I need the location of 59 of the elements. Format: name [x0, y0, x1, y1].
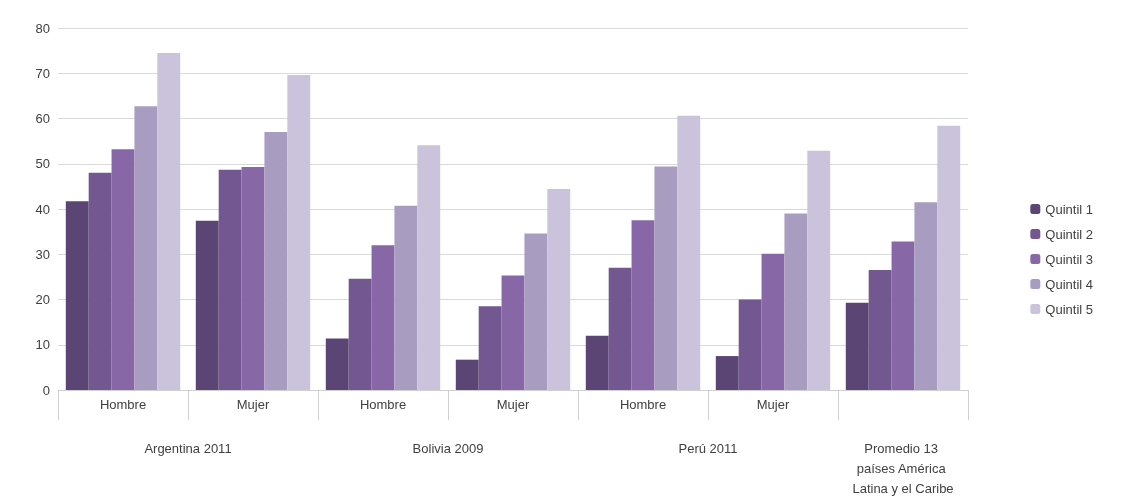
x-tick-label: Mujer	[236, 397, 270, 412]
legend-label: Quintil 2	[1045, 226, 1094, 242]
x-tick-label: Hombre	[359, 397, 407, 412]
y-tick-label: 50	[35, 156, 50, 172]
y-tick-label: 80	[35, 20, 50, 36]
y-tick-label: 70	[35, 65, 50, 81]
bar	[157, 52, 181, 390]
bar	[784, 213, 808, 390]
bar	[608, 267, 632, 390]
y-tick-label: 20	[35, 292, 50, 307]
bar	[845, 302, 869, 390]
y-tick-label: 0	[42, 382, 50, 398]
y-tick-label: 40	[35, 201, 50, 217]
legend-label: Quintil 1	[1045, 201, 1094, 217]
bar	[891, 241, 915, 390]
x-tick-label: Mujer	[496, 397, 530, 412]
bar	[547, 189, 571, 390]
bar	[218, 169, 242, 390]
x-tick-label: Hombre	[619, 397, 667, 412]
bar	[807, 150, 831, 390]
bar	[195, 220, 219, 390]
bar	[937, 125, 961, 390]
y-tick-label: 10	[35, 337, 50, 353]
text: Promedio 13 países América Latina y el Caribe	[852, 440, 954, 496]
bar	[715, 356, 739, 390]
bar	[868, 270, 892, 390]
bar	[325, 338, 349, 390]
bar	[914, 202, 938, 390]
bar	[264, 132, 288, 390]
bar	[501, 275, 525, 390]
bar	[738, 299, 762, 390]
legend-label: Quintil 5	[1045, 301, 1094, 317]
bar	[478, 306, 502, 390]
bar	[65, 201, 89, 390]
text: Bolivia 2009	[412, 440, 484, 456]
bar	[88, 172, 112, 390]
y-tick-label: 30	[35, 246, 50, 262]
bar	[371, 245, 395, 390]
bar	[654, 166, 678, 390]
y-tick-label: 60	[35, 111, 50, 126]
bar	[631, 220, 655, 390]
text: Argentina 2011	[144, 440, 232, 456]
bar	[677, 115, 701, 390]
bar	[417, 145, 441, 390]
bar	[585, 335, 609, 390]
bar	[287, 75, 311, 390]
bar	[524, 233, 548, 390]
bar	[455, 359, 479, 390]
bar	[241, 166, 265, 390]
legend-label: Quintil 4	[1045, 276, 1094, 292]
x-tick-label: Mujer	[756, 397, 790, 412]
bar	[111, 149, 135, 390]
bar	[348, 278, 372, 390]
bar	[134, 106, 158, 390]
legend-label: Quintil 3	[1045, 251, 1094, 267]
x-tick-label: Hombre	[99, 397, 147, 412]
bar	[761, 253, 785, 390]
text: Perú 2011	[678, 440, 738, 456]
bar	[394, 205, 418, 390]
